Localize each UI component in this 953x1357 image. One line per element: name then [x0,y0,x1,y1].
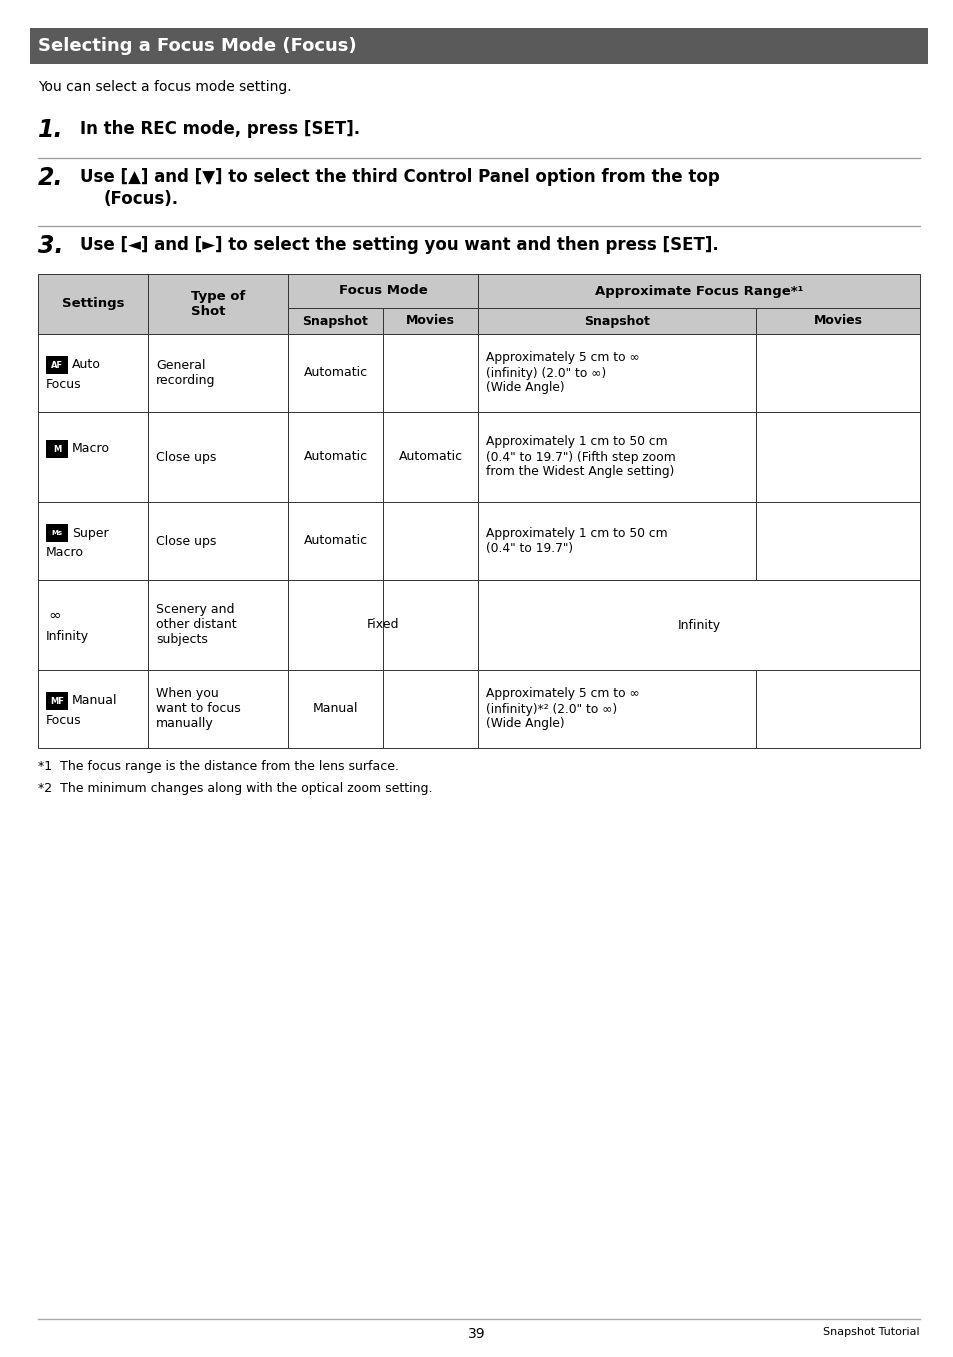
Text: In the REC mode, press [SET].: In the REC mode, press [SET]. [80,119,359,138]
Bar [382,502,477,579]
Text: *1  The focus range is the distance from the lens surface.: *1 The focus range is the distance from … [38,760,398,773]
Text: Auto: Auto [71,358,101,372]
Text: Approximately 1 cm to 50 cm
(0.4" to 19.7") (Fifth step zoom
from the Widest Ang: Approximately 1 cm to 50 cm (0.4" to 19.… [485,436,675,479]
Bar [477,334,755,413]
Text: Selecting a Focus Mode (Focus): Selecting a Focus Mode (Focus) [38,37,356,56]
Bar [148,274,288,334]
Text: Ms: Ms [51,531,63,536]
Bar [288,670,382,748]
Text: 3.: 3. [38,233,64,258]
Bar [38,413,148,502]
Bar [148,502,288,579]
Text: 39: 39 [468,1327,485,1341]
Bar [755,413,919,502]
Bar [38,502,148,579]
Bar [30,28,927,64]
Bar [288,308,382,334]
Text: Settings: Settings [62,297,124,311]
Bar [477,579,919,670]
Text: You can select a focus mode setting.: You can select a focus mode setting. [38,80,292,94]
Bar [755,670,919,748]
Text: Close ups: Close ups [156,451,216,464]
Bar [38,670,148,748]
Text: Approximate Focus Range*¹: Approximate Focus Range*¹ [594,285,802,297]
Text: Infinity: Infinity [46,630,89,643]
Text: ∞: ∞ [48,608,61,623]
Bar [38,579,148,670]
Bar [148,334,288,413]
Text: Movies: Movies [813,315,862,327]
Text: Super: Super [71,527,109,540]
Text: Use [◄] and [►] to select the setting you want and then press [SET].: Use [◄] and [►] to select the setting yo… [80,236,718,254]
Text: Focus: Focus [46,714,82,727]
Bar [148,670,288,748]
Text: Scenery and
other distant
subjects: Scenery and other distant subjects [156,604,236,646]
Bar [477,670,755,748]
Text: Movies: Movies [406,315,455,327]
Text: (Focus).: (Focus). [104,190,179,208]
Text: AF: AF [51,361,63,369]
Bar [46,440,68,459]
Text: Automatic: Automatic [303,451,367,464]
Text: When you
want to focus
manually: When you want to focus manually [156,688,240,730]
Bar [46,524,68,541]
Text: Automatic: Automatic [303,366,367,380]
Text: MF: MF [50,696,64,706]
Bar [477,308,755,334]
Text: Macro: Macro [71,442,110,456]
Text: Fixed: Fixed [366,619,399,631]
Bar [477,413,755,502]
Bar [477,274,919,308]
Text: Macro: Macro [46,546,84,559]
Text: *2  The minimum changes along with the optical zoom setting.: *2 The minimum changes along with the op… [38,782,432,795]
Bar [288,413,382,502]
Text: Snapshot: Snapshot [583,315,649,327]
Text: Approximately 1 cm to 50 cm
(0.4" to 19.7"): Approximately 1 cm to 50 cm (0.4" to 19.… [485,527,667,555]
Text: 1.: 1. [38,118,64,142]
Bar [477,502,755,579]
Bar [288,334,382,413]
Text: Snapshot Tutorial: Snapshot Tutorial [822,1327,919,1337]
Text: Use [▲] and [▼] to select the third Control Panel option from the top: Use [▲] and [▼] to select the third Cont… [80,168,719,186]
Text: Focus: Focus [46,379,82,391]
Text: Infinity: Infinity [677,619,720,631]
Bar [148,413,288,502]
Bar [755,334,919,413]
Bar [38,334,148,413]
Text: Automatic: Automatic [398,451,462,464]
Text: Automatic: Automatic [303,535,367,547]
Text: Approximately 5 cm to ∞
(infinity) (2.0" to ∞)
(Wide Angle): Approximately 5 cm to ∞ (infinity) (2.0"… [485,351,639,395]
Text: Close ups: Close ups [156,535,216,547]
Text: Type of
Shot: Type of Shot [191,290,245,318]
Bar [382,308,477,334]
Bar [288,274,477,308]
Bar [46,356,68,375]
Text: General
recording: General recording [156,360,215,387]
Bar [46,692,68,710]
Bar [755,502,919,579]
Text: Manual: Manual [71,695,117,707]
Bar [38,274,148,334]
Bar [382,670,477,748]
Bar [148,579,288,670]
Bar [288,579,382,670]
Text: Snapshot: Snapshot [302,315,368,327]
Bar [382,334,477,413]
Bar [755,308,919,334]
Bar [382,579,477,670]
Bar [288,502,382,579]
Bar [382,413,477,502]
Text: Focus Mode: Focus Mode [338,285,427,297]
Text: Approximately 5 cm to ∞
(infinity)*² (2.0" to ∞)
(Wide Angle): Approximately 5 cm to ∞ (infinity)*² (2.… [485,688,639,730]
Text: M: M [52,445,61,453]
Text: 2.: 2. [38,166,64,190]
Text: Manual: Manual [313,703,358,715]
